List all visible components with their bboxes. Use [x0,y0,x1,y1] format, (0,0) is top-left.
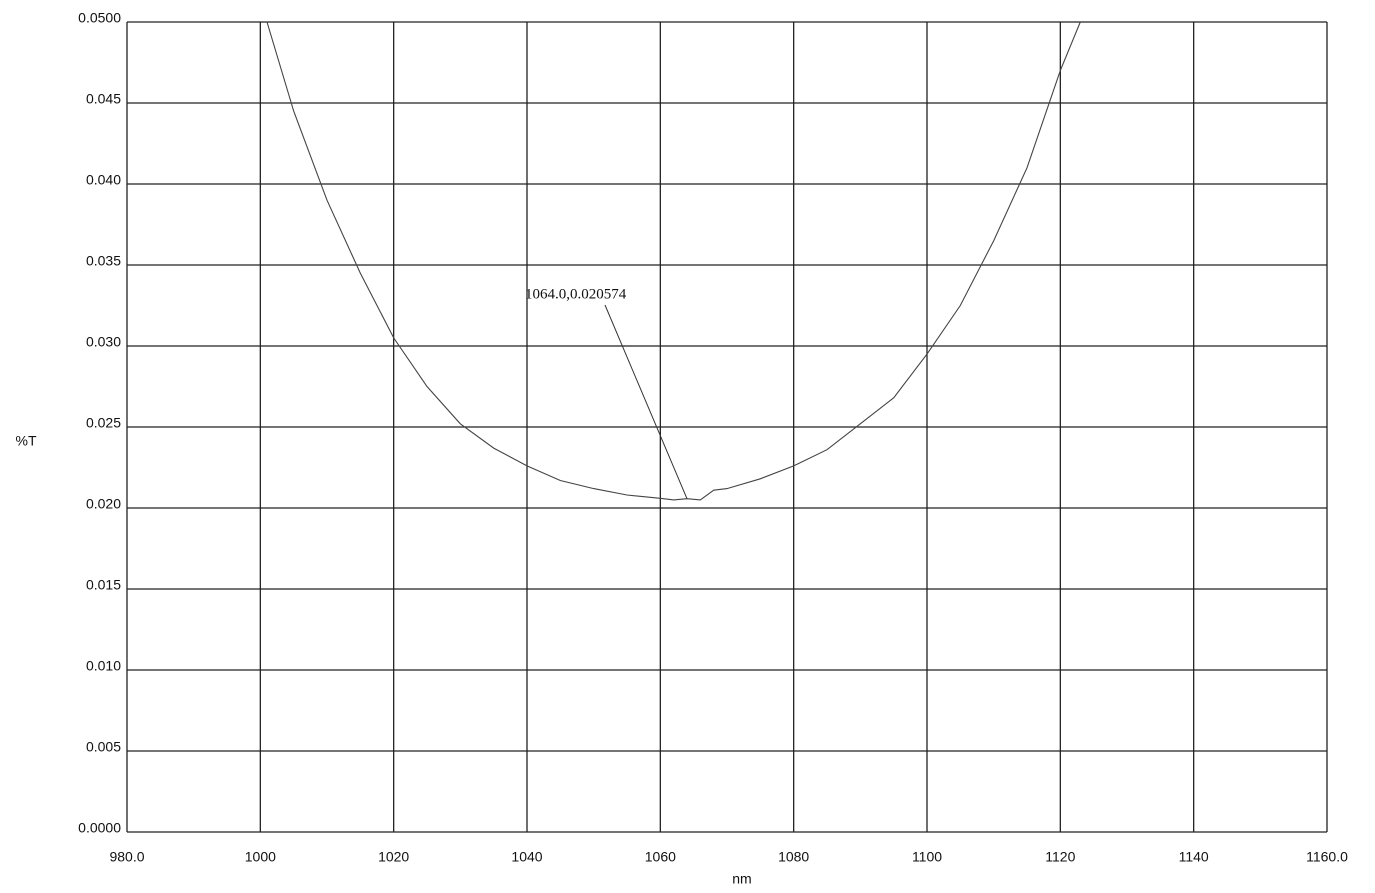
annotation: 1064.0,0.020574 [525,286,627,302]
x-tick-label: 1100 [912,849,942,865]
y-tick-label: 0.0000 [78,820,121,836]
x-axis-label: nm [732,871,751,887]
y-tick-label: 0.020 [86,496,121,512]
annotation-leader [604,304,688,499]
y-tick-label: 0.035 [86,253,121,269]
x-tick-label: 1120 [1045,849,1075,865]
y-tick-label: 0.040 [86,172,121,188]
x-tick-label: 1140 [1179,849,1209,865]
x-tick-label: 1080 [778,849,809,865]
y-tick-label: 0.025 [86,415,121,431]
x-tick-label: 1160.0 [1306,849,1348,865]
y-tick-label: 0.0500 [78,10,121,26]
x-tick-label: 1060 [645,849,676,865]
x-tick-label: 1040 [511,849,542,865]
y-tick-label: 0.015 [86,577,121,593]
x-tick-label: 980.0 [109,849,144,865]
x-tick-label: 1000 [245,849,276,865]
x-tick-label: 1020 [378,849,409,865]
data-line [266,21,1081,501]
y-tick-label: 0.045 [86,91,121,107]
y-tick-label: 0.030 [86,334,121,350]
y-axis-label: %T [16,433,37,449]
y-tick-label: 0.005 [86,739,121,755]
y-tick-label: 0.010 [86,658,121,674]
